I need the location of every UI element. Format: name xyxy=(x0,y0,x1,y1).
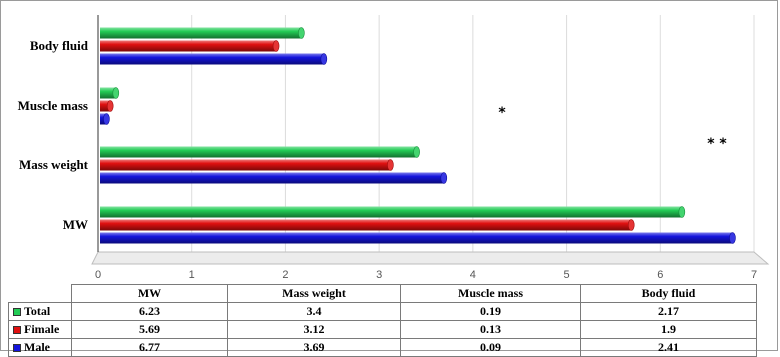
table-cell: 3.4 xyxy=(227,302,401,321)
significance-annotation: * xyxy=(498,105,506,121)
table-cell: 0.19 xyxy=(400,302,581,321)
bar-male xyxy=(100,172,444,184)
table-row-fimale: Fimale 5.69 3.12 0.13 1.9 xyxy=(8,320,757,339)
significance-annotation: * * xyxy=(707,136,727,152)
legend-label-male: Male xyxy=(24,340,50,354)
table-cell: 3.12 xyxy=(227,320,401,339)
table-cell: 6.23 xyxy=(71,302,228,321)
bar-cap-total xyxy=(298,27,305,39)
x-tick-label: 2 xyxy=(282,269,288,281)
column-header-mass-weight: Mass weight xyxy=(227,284,401,303)
bar-cap-fimale xyxy=(387,159,394,171)
table-cell: 2.17 xyxy=(580,302,757,321)
x-tick-label: 0 xyxy=(95,269,101,281)
bar-cap-male xyxy=(320,53,328,65)
bar-fimale xyxy=(100,40,277,52)
bar-male xyxy=(100,53,324,65)
bar-cap-total xyxy=(112,87,120,99)
bar-fimale xyxy=(100,100,111,112)
bar-cap-total xyxy=(678,206,686,218)
legend-entry-fimale: Fimale xyxy=(8,320,72,339)
table-cell: 6.77 xyxy=(71,338,228,357)
x-tick-label: 4 xyxy=(470,269,476,281)
y-category-label: Muscle mass xyxy=(18,98,88,113)
bar-cap-total xyxy=(413,146,420,158)
column-header-muscle-mass: Muscle mass xyxy=(400,284,581,303)
y-category-label: Body fluid xyxy=(30,38,89,53)
bar-total xyxy=(100,146,417,158)
x-tick-label: 3 xyxy=(376,269,382,281)
legend-swatch-fimale xyxy=(13,326,21,335)
data-table: MW Mass weight Muscle mass Body fluid To… xyxy=(8,284,757,357)
bar-male xyxy=(100,232,733,244)
table-header-row: MW Mass weight Muscle mass Body fluid xyxy=(8,284,757,303)
y-category-label: Mass weight xyxy=(19,157,89,172)
column-header-body-fluid: Body fluid xyxy=(580,284,757,303)
legend-label-total: Total xyxy=(24,304,51,318)
x-tick-label: 6 xyxy=(657,269,663,281)
table-cell: 0.13 xyxy=(400,320,581,339)
bar-fimale xyxy=(100,219,632,231)
table-row-total: Total 6.23 3.4 0.19 2.17 xyxy=(8,302,757,321)
bar-cap-male xyxy=(729,232,736,244)
table-cell: 3.69 xyxy=(227,338,401,357)
table-cell: 1.9 xyxy=(580,320,757,339)
bar-total xyxy=(100,87,116,99)
bar-cap-male xyxy=(440,172,448,184)
legend-swatch-male xyxy=(13,344,21,353)
legend-entry-male: Male xyxy=(8,338,72,357)
x-tick-label: 1 xyxy=(189,269,195,281)
bar-cap-fimale xyxy=(106,100,114,112)
table-cell: 0.09 xyxy=(400,338,581,357)
x-tick-label: 5 xyxy=(564,269,570,281)
table-row-male: Male 6.77 3.69 0.09 2.41 xyxy=(8,338,757,357)
table-cell: 2.41 xyxy=(580,338,757,357)
legend-swatch-total xyxy=(13,308,21,317)
legend-entry-total: Total xyxy=(8,302,72,321)
legend-label-fimale: Fimale xyxy=(24,322,60,336)
bar-total xyxy=(100,27,302,39)
bar-cap-fimale xyxy=(627,219,635,231)
table-cell: 5.69 xyxy=(71,320,228,339)
table-corner xyxy=(8,284,72,303)
y-category-label: MW xyxy=(63,217,88,232)
bar-fimale xyxy=(100,159,391,171)
plot-floor xyxy=(91,251,770,265)
bar-total xyxy=(100,206,682,218)
bar-cap-male xyxy=(103,113,110,125)
bar-cap-fimale xyxy=(272,40,280,52)
column-header-mw: MW xyxy=(71,284,228,303)
x-tick-label: 7 xyxy=(751,269,757,281)
